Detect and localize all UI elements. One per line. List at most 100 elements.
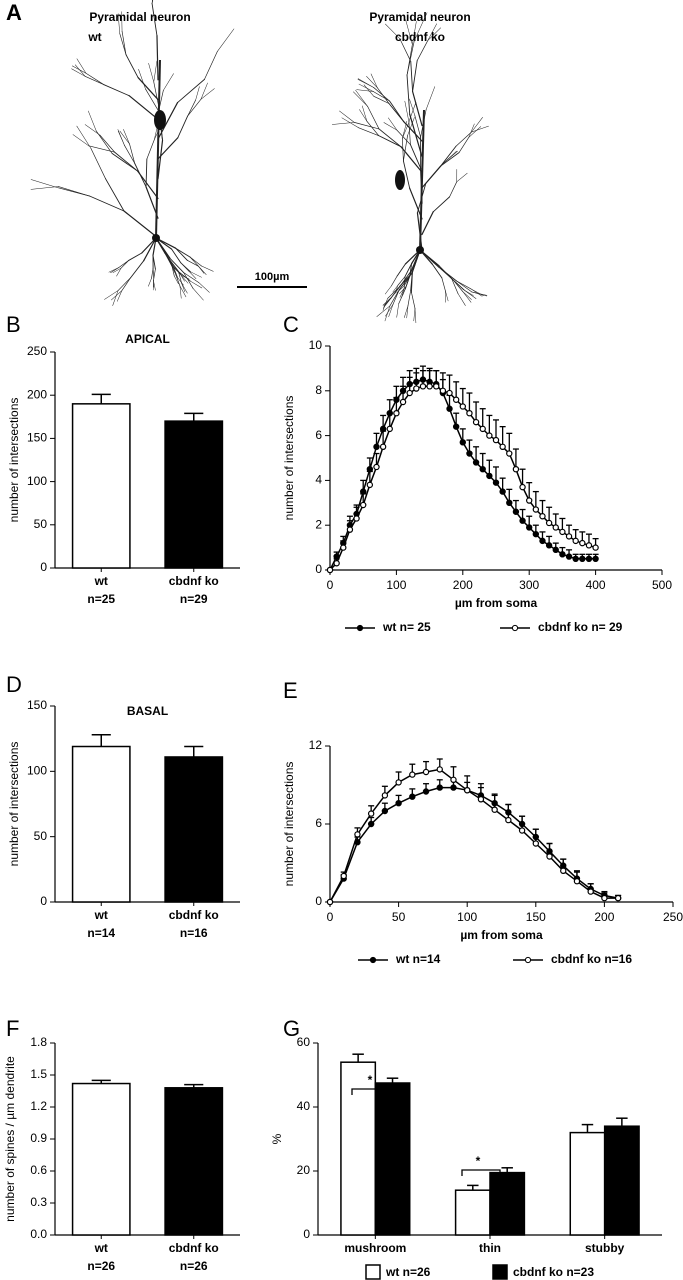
dendrite [414, 308, 417, 324]
significance-bracket [461, 1169, 501, 1176]
legend-label: cbdnf ko n=23 [513, 1265, 594, 1279]
y-tick-label: 12 [309, 738, 323, 752]
dendrite [157, 101, 179, 140]
dendrite [112, 290, 119, 306]
y-axis-label: number of spines / µm dendrite [3, 1056, 17, 1222]
dendrite [151, 0, 153, 4]
dendrite [117, 13, 120, 34]
y-tick-label: 8 [315, 383, 322, 397]
point [340, 544, 347, 551]
point [491, 800, 498, 807]
dendrite [438, 266, 457, 282]
dendrite [104, 290, 119, 300]
point [579, 539, 586, 547]
dendrite [400, 146, 423, 173]
soma-cluster [395, 170, 405, 190]
annotation: * [368, 1073, 373, 1087]
point [565, 553, 573, 560]
x-tick-label: 0 [327, 578, 334, 592]
x-tick-label: stubby [585, 1241, 625, 1255]
y-tick-label: 150 [27, 698, 47, 712]
dendrite [397, 276, 406, 286]
point [505, 809, 512, 816]
dendrite [71, 68, 86, 77]
dendrite [175, 247, 188, 261]
dendrite [385, 285, 392, 295]
bar [603, 1125, 640, 1236]
dendrite [468, 126, 482, 138]
dendrite [195, 86, 200, 101]
point [545, 519, 553, 527]
point [419, 383, 427, 390]
dendrite [362, 105, 368, 122]
dendrite [390, 275, 398, 287]
neuron-drawings [30, 0, 489, 324]
panel-letter: A [6, 0, 22, 25]
dendrite [151, 3, 158, 37]
dendrite [409, 113, 423, 158]
dendrite [183, 272, 194, 289]
dendrite [409, 98, 415, 116]
dendrite [398, 288, 406, 305]
point [381, 792, 389, 799]
dendrite [389, 289, 400, 307]
dendrite [190, 280, 203, 289]
dendrite [187, 99, 197, 117]
y-tick-label: 6 [315, 428, 322, 442]
dendrite [382, 297, 392, 309]
dendrite [441, 277, 446, 292]
dendrite [404, 269, 412, 290]
dendrite [121, 277, 131, 292]
dendrite [179, 285, 182, 299]
dendrite [449, 181, 458, 198]
point [506, 499, 513, 506]
panel-letter: C [283, 312, 299, 337]
dendrite [201, 265, 214, 272]
dendrite [200, 88, 215, 100]
dendrite [403, 135, 408, 162]
point [512, 508, 520, 515]
y-tick-label: 150 [27, 431, 47, 445]
point [466, 410, 473, 417]
point [360, 501, 367, 509]
point [614, 894, 622, 902]
y-axis-label: % [270, 1133, 284, 1144]
point [326, 566, 334, 574]
x-tick-label: cbdnf ko [169, 574, 219, 588]
point [572, 537, 579, 545]
dendrite [358, 127, 380, 136]
dendrite [158, 90, 164, 112]
dendrite [177, 277, 184, 286]
dendrite [408, 121, 411, 145]
point [506, 450, 513, 457]
point [526, 524, 533, 531]
dendrite [389, 100, 404, 122]
point [492, 436, 500, 444]
dendrite [198, 265, 205, 274]
point [367, 810, 375, 817]
dendrite [406, 74, 411, 115]
point [579, 555, 586, 563]
point [552, 546, 559, 554]
dendrite [217, 28, 235, 52]
legend-label: wt n=26 [385, 1265, 431, 1279]
point [386, 425, 393, 433]
dendrite [112, 267, 122, 273]
series-line [329, 786, 619, 903]
dendrite [416, 212, 423, 251]
point [452, 423, 460, 430]
panel-letter: F [6, 1016, 19, 1041]
dendrite [412, 60, 418, 92]
soma-cluster [154, 110, 166, 130]
dendrite [167, 257, 179, 272]
dendrite [383, 297, 392, 307]
point [366, 481, 374, 489]
point [539, 537, 546, 545]
chart-title: APICAL [125, 332, 170, 346]
dendrite [357, 79, 374, 88]
neuron-title: Pyramidal neuron [369, 10, 470, 24]
point [479, 466, 486, 473]
x-tick-label: cbdnf ko [169, 908, 219, 922]
dendrite [414, 114, 421, 138]
dendrite [470, 288, 483, 297]
